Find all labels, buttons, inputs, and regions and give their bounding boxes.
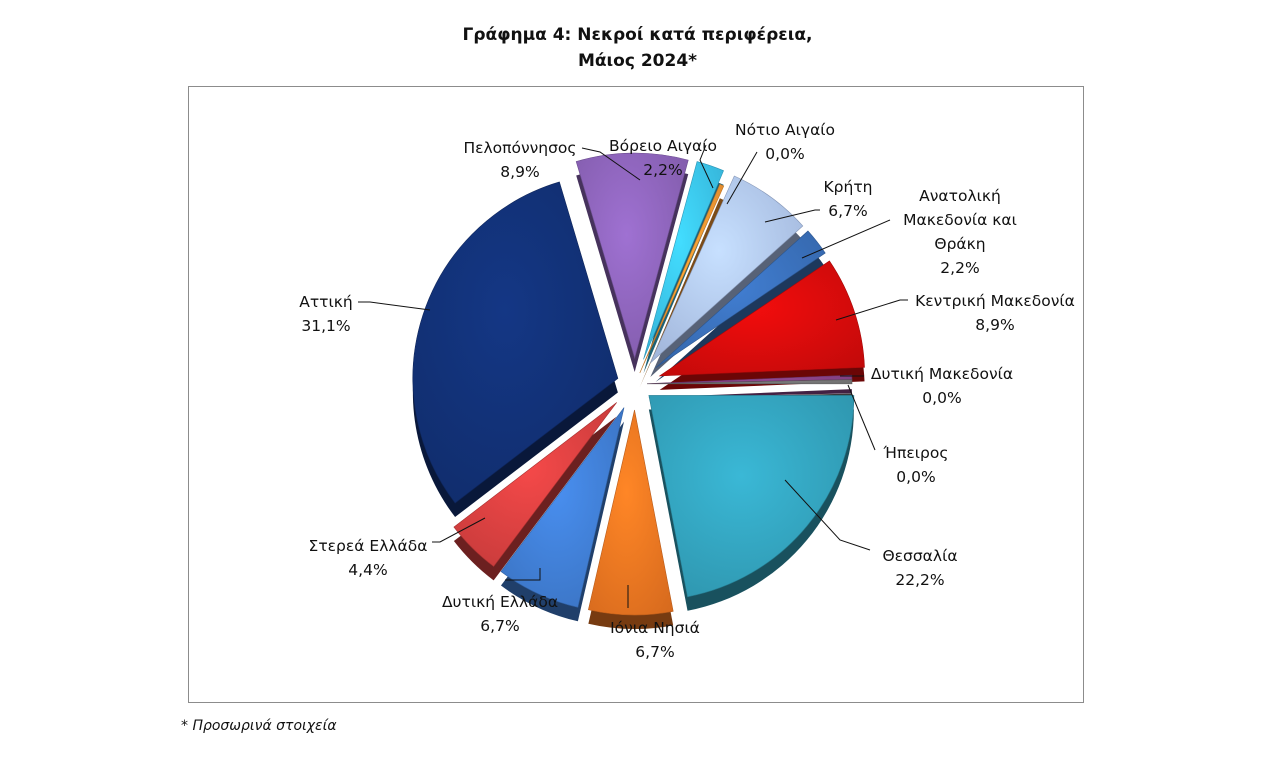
data-label-name: Ανατολική [919,187,1001,205]
leader-line [801,219,891,259]
data-label-value: 0,0% [922,389,961,407]
data-label-value: 2,2% [940,259,979,277]
pie-slice [575,152,689,360]
data-label-name: Δυτική Μακεδονία [871,365,1013,383]
chart-frame [188,86,1084,703]
pie-slice [639,183,725,374]
data-label-value: 6,7% [635,643,674,661]
chart-title: Γράφημα 4: Νεκροί κατά περιφέρεια, [462,25,813,45]
leader-line [505,568,541,581]
leader-line [432,517,486,543]
data-label-name: Δυτική Ελλάδα [442,593,558,611]
data-label-value: 22,2% [895,571,944,589]
pie-slice [648,395,855,598]
data-label-value: 0,0% [765,145,804,163]
leader-line [699,144,714,189]
data-label-value: 8,9% [500,163,539,181]
data-label-value: 0,0% [896,468,935,486]
data-label-name: Θεσσαλία [882,547,957,565]
leader-line [581,147,641,181]
pie-slice [646,379,853,385]
footnote: * Προσωρινά στοιχεία [181,718,337,734]
leader-line [847,384,876,451]
data-label-value: 4,4% [348,561,387,579]
data-label-name: Ιόνια Νησιά [610,619,700,637]
pie-slice [650,175,804,364]
data-label-value: 2,2% [643,161,682,179]
data-label-name: Κρήτη [824,178,873,196]
data-label-name: Μακεδονία και [903,211,1017,229]
leader-line [764,209,820,223]
leader-line [358,301,431,311]
data-label-value: 8,9% [975,316,1014,334]
leader-line [726,151,758,205]
pie-slice [643,161,724,360]
data-label-name: Κεντρική Μακεδονία [915,292,1075,310]
pie-slice [658,260,865,377]
data-label-name: Αττική [299,293,352,311]
pie-slice [500,407,625,608]
leader-line [784,479,871,551]
data-label-value: 6,7% [480,617,519,635]
data-label-name: Θράκη [934,235,985,253]
data-label-name: Πελοπόννησος [463,139,576,157]
data-label-name: Στερεά Ελλάδα [309,537,428,555]
chart-subtitle: Μάιος 2024* [577,51,698,71]
data-label-name: Βόρειο Αιγαίο [609,137,717,155]
pie-slice [453,402,617,567]
leader-line [835,299,908,321]
data-label-value: 31,1% [301,317,350,335]
pie-slice [588,409,674,616]
data-label-value: 6,7% [828,202,867,220]
data-label-name: Νότιο Αιγαίο [735,121,835,139]
pie-slice [412,181,619,504]
pie-slice [655,230,826,369]
data-label-name: Ήπειρος [883,444,949,462]
